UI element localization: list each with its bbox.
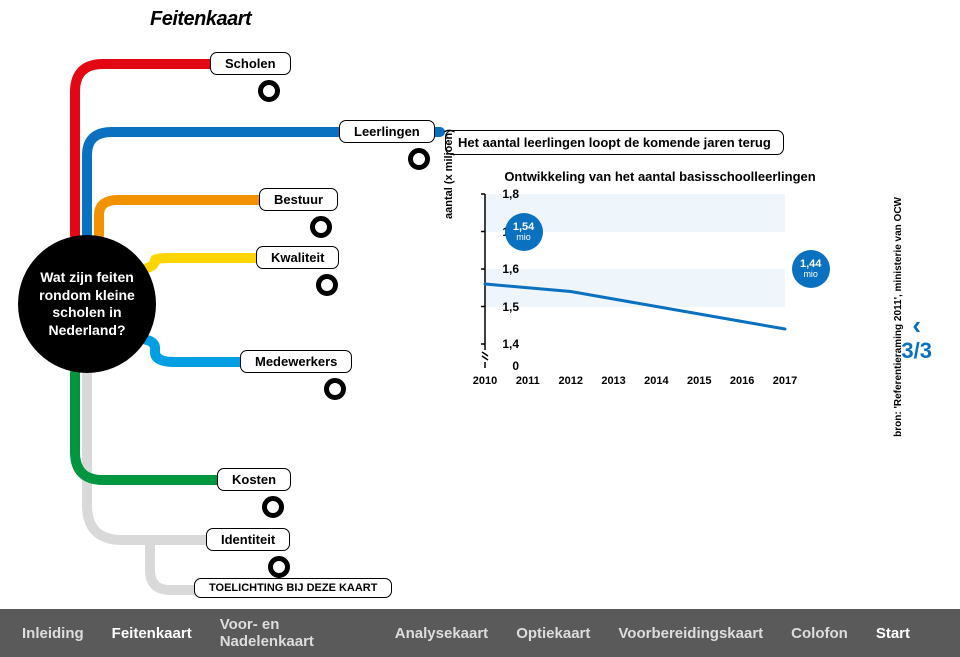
pager[interactable]: ‹ 3/3	[901, 320, 932, 364]
pill-medewerkers[interactable]: Medewerkers	[240, 350, 352, 373]
footer-link[interactable]: Analysekaart	[395, 625, 488, 642]
x-tick-label: 2013	[601, 375, 625, 387]
x-tick-label: 2015	[687, 375, 711, 387]
x-tick-label: 2011	[516, 375, 540, 387]
pill-toelichting[interactable]: TOELICHTING BIJ DEZE KAART	[194, 578, 392, 598]
value-bubble: 1,44mio	[792, 250, 830, 288]
pill-scholen[interactable]: Scholen	[210, 52, 291, 75]
chart-subtitle: Ontwikkeling van het aantal basisschooll…	[445, 169, 875, 184]
x-tick-label: 2010	[473, 375, 497, 387]
line-chart: 1,81,71,61,51,40201020112012201320142015…	[485, 194, 825, 369]
value-bubble: 1,54mio	[505, 213, 543, 251]
pill-bestuur[interactable]: Bestuur	[259, 188, 338, 211]
footer-link[interactable]: Feitenkaart	[112, 625, 192, 642]
footer-link[interactable]: Inleiding	[22, 625, 84, 642]
footer-start[interactable]: Start	[876, 625, 910, 642]
info-panel: Het aantal leerlingen loopt de komende j…	[445, 130, 875, 399]
footer-link[interactable]: Voor- en Nadelenkaart	[220, 616, 367, 650]
node-leerlingen	[408, 148, 430, 170]
node-identiteit	[268, 556, 290, 578]
x-tick-label: 2017	[773, 375, 797, 387]
pill-kosten[interactable]: Kosten	[217, 468, 291, 491]
x-tick-label: 2014	[644, 375, 668, 387]
info-title: Het aantal leerlingen loopt de komende j…	[445, 130, 784, 155]
pill-kwaliteit[interactable]: Kwaliteit	[256, 246, 339, 269]
node-bestuur	[310, 216, 332, 238]
node-scholen	[258, 80, 280, 102]
x-tick-label: 2012	[558, 375, 582, 387]
node-medewerkers	[324, 378, 346, 400]
node-kosten	[262, 496, 284, 518]
x-tick-label: 2016	[730, 375, 754, 387]
hub-question: Wat zijn feiten rondom kleine scholen in…	[18, 235, 156, 373]
chevron-left-icon[interactable]: ‹	[901, 320, 932, 330]
chart-source: bron: 'Referentieraming 2011', ministeri…	[893, 197, 904, 437]
y-axis-title: aantal (x miljoen)	[443, 129, 455, 219]
footer-link[interactable]: Colofon	[791, 625, 848, 642]
footer-nav: Inleiding Feitenkaart Voor- en Nadelenkaar…	[0, 609, 960, 657]
node-kwaliteit	[316, 274, 338, 296]
footer-link[interactable]: Optiekaart	[516, 625, 590, 642]
pill-identiteit[interactable]: Identiteit	[206, 528, 290, 551]
pill-leerlingen[interactable]: Leerlingen	[339, 120, 435, 143]
page-indicator: 3/3	[901, 338, 932, 364]
footer-link[interactable]: Voorbereidingskaart	[618, 625, 763, 642]
